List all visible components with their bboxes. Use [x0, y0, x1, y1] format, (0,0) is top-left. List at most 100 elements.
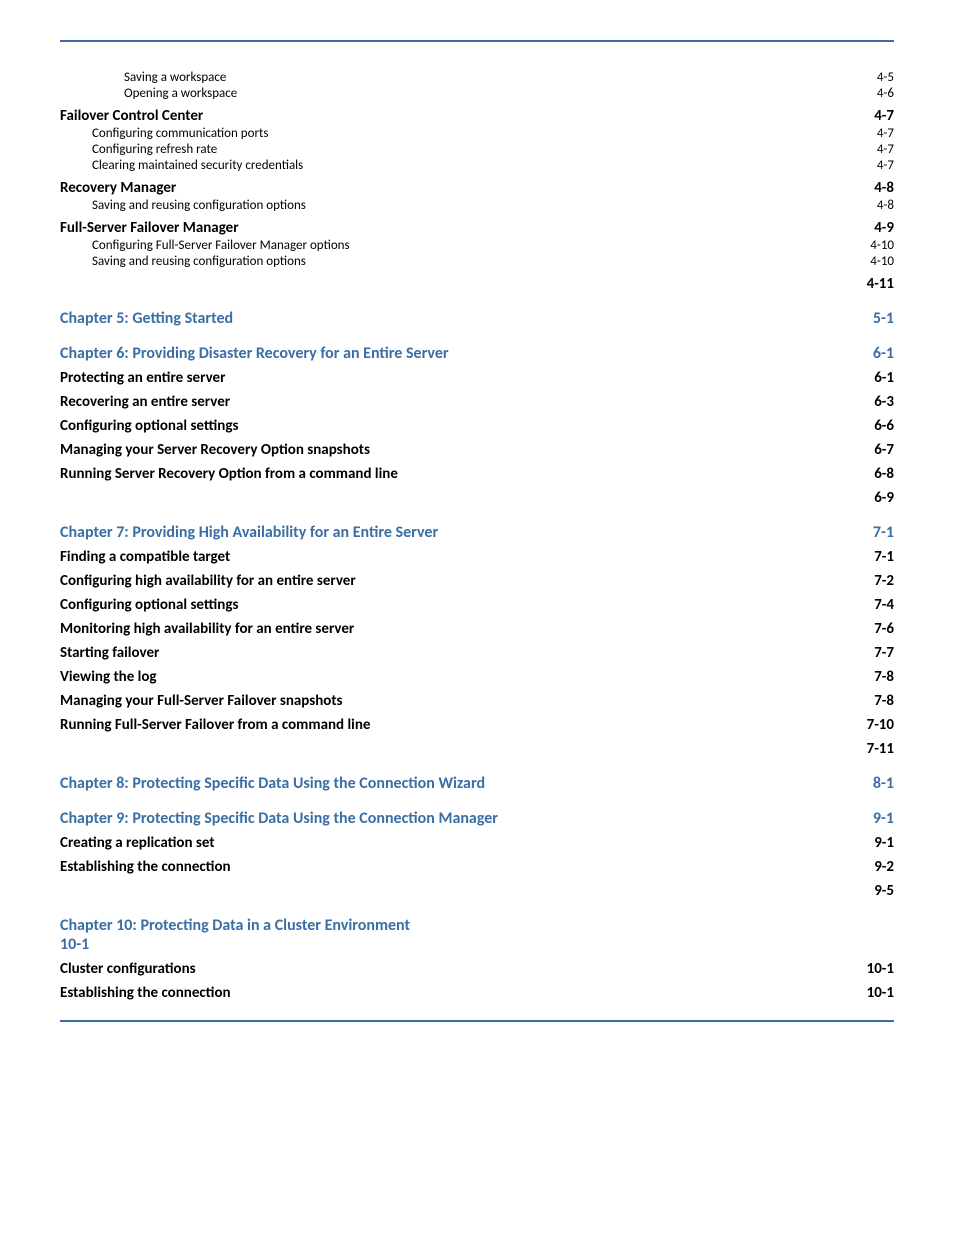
toc-page: 4-6: [877, 86, 894, 101]
toc-page: 6-1: [874, 369, 894, 387]
toc-label: Clearing maintained security credentials: [92, 158, 303, 173]
toc-label: Full-Server Failover Manager: [60, 219, 239, 237]
toc-label: Saving and reusing configuration options: [92, 254, 306, 269]
toc-entry-section[interactable]: Recovering an entire server 6-3: [60, 393, 894, 411]
toc-entry-sub1[interactable]: Configuring communication ports 4-7: [60, 126, 894, 141]
toc-entry-section[interactable]: Configuring optional settings6-6: [60, 417, 894, 435]
toc-page: 9-2: [874, 858, 894, 876]
toc-page: 7-1: [874, 548, 894, 566]
toc-label: Chapter 8: Protecting Specific Data Usin…: [60, 774, 485, 793]
toc-entry-sub1[interactable]: Configuring Full-Server Failover Manager…: [60, 238, 894, 253]
toc-entry-section[interactable]: Starting failover 7-7: [60, 644, 894, 662]
toc-page: 5-1: [873, 309, 894, 328]
toc-entry-section[interactable]: Managing your Full-Server Failover snaps…: [60, 692, 894, 710]
toc-label: Configuring refresh rate: [92, 142, 217, 157]
toc-page: 4-10: [870, 238, 894, 253]
toc-page: 9-1: [874, 834, 894, 852]
toc-entry-section[interactable]: Configuring optional settings7-4: [60, 596, 894, 614]
toc-entry-chapter[interactable]: Chapter 9: Protecting Specific Data Usin…: [60, 809, 894, 828]
toc-page: 4-5: [877, 70, 894, 85]
toc-entry-section[interactable]: Protecting an entire server 6-1: [60, 369, 894, 387]
toc-entry-sub2[interactable]: Saving a workspace 4-5: [60, 70, 894, 85]
toc-page: 7-11: [867, 740, 894, 758]
toc-label: Managing your Server Recovery Option sna…: [60, 441, 370, 459]
toc-entry-section[interactable]: Establishing the connection 9-2: [60, 858, 894, 876]
toc-entry-section[interactable]: Recovery Manager4-8: [60, 179, 894, 197]
toc-entry-section[interactable]: Full-Server Failover Manager 4-9: [60, 219, 894, 237]
toc-label: Establishing the connection: [60, 984, 231, 1002]
toc-entry-section[interactable]: 6-9: [60, 489, 894, 507]
toc-label: Chapter 10: Protecting Data in a Cluster…: [60, 916, 410, 935]
toc-entry-section[interactable]: Running Full-Server Failover from a comm…: [60, 716, 894, 734]
toc-page: 4-11: [867, 275, 894, 293]
toc-page: 7-8: [874, 668, 894, 686]
toc-entry-section[interactable]: Failover Control Center 4-7: [60, 107, 894, 125]
table-of-contents: Saving a workspace4-5Opening a workspace…: [60, 70, 894, 1002]
toc-page: 4-7: [877, 126, 894, 141]
toc-page: 6-9: [874, 489, 894, 507]
toc-label: Chapter 9: Protecting Specific Data Usin…: [60, 809, 498, 828]
toc-label: Chapter 5: Getting Started: [60, 309, 233, 328]
toc-entry-section[interactable]: 4-11: [60, 275, 894, 293]
toc-entry-section[interactable]: 7-11: [60, 740, 894, 758]
toc-page: 6-7: [874, 441, 894, 459]
toc-page: 10-1: [867, 984, 894, 1002]
toc-entry-section[interactable]: Configuring high availability for an ent…: [60, 572, 894, 590]
toc-page: 7-6: [874, 620, 894, 638]
toc-entry-chapter[interactable]: Chapter 10: Protecting Data in a Cluster…: [60, 916, 894, 935]
toc-page: 4-10: [870, 254, 894, 269]
toc-entry-chapter[interactable]: Chapter 7: Providing High Availability f…: [60, 523, 894, 542]
toc-page-wrapped: 10-1: [60, 935, 894, 954]
toc-label: Recovering an entire server: [60, 393, 230, 411]
toc-entry-section[interactable]: Managing your Server Recovery Option sna…: [60, 441, 894, 459]
top-rule: [60, 40, 894, 42]
toc-label: Chapter 6: Providing Disaster Recovery f…: [60, 344, 449, 363]
toc-label: Failover Control Center: [60, 107, 203, 125]
toc-entry-section[interactable]: Establishing the connection 10-1: [60, 984, 894, 1002]
toc-label: Protecting an entire server: [60, 369, 225, 387]
toc-label: Starting failover: [60, 644, 159, 662]
toc-entry-sub1[interactable]: Saving and reusing configuration options…: [60, 198, 894, 213]
toc-entry-section[interactable]: Viewing the log 7-8: [60, 668, 894, 686]
toc-entry-chapter[interactable]: Chapter 8: Protecting Specific Data Usin…: [60, 774, 894, 793]
toc-entry-chapter[interactable]: Chapter 5: Getting Started 5-1: [60, 309, 894, 328]
toc-entry-sub1[interactable]: Configuring refresh rate 4-7: [60, 142, 894, 157]
toc-page: 4-9: [874, 219, 894, 237]
toc-page: 7-10: [867, 716, 894, 734]
toc-label: Managing your Full-Server Failover snaps…: [60, 692, 343, 710]
toc-page: 7-8: [874, 692, 894, 710]
toc-entry-sub1[interactable]: Saving and reusing configuration options…: [60, 254, 894, 269]
toc-entry-section[interactable]: Monitoring high availability for an enti…: [60, 620, 894, 638]
toc-label: Monitoring high availability for an enti…: [60, 620, 354, 638]
toc-entry-section[interactable]: Running Server Recovery Option from a co…: [60, 465, 894, 483]
toc-page: 4-7: [877, 142, 894, 157]
toc-label: Recovery Manager: [60, 179, 176, 197]
toc-label: Configuring communication ports: [92, 126, 268, 141]
toc-page: 4-7: [877, 158, 894, 173]
toc-label: Running Full-Server Failover from a comm…: [60, 716, 370, 734]
toc-entry-sub2[interactable]: Opening a workspace 4-6: [60, 86, 894, 101]
toc-entry-section[interactable]: Creating a replication set9-1: [60, 834, 894, 852]
toc-entry-section[interactable]: 9-5: [60, 882, 894, 900]
toc-page: 4-8: [877, 198, 894, 213]
toc-entry-chapter[interactable]: Chapter 6: Providing Disaster Recovery f…: [60, 344, 894, 363]
toc-page: 4-7: [874, 107, 894, 125]
toc-page: 6-3: [874, 393, 894, 411]
toc-label: Viewing the log: [60, 668, 157, 686]
toc-label: Saving a workspace: [124, 70, 226, 85]
toc-page: 7-7: [874, 644, 894, 662]
toc-label: Opening a workspace: [124, 86, 237, 101]
toc-page: 9-1: [873, 809, 894, 828]
toc-label: Cluster configurations: [60, 960, 196, 978]
toc-entry-section[interactable]: Finding a compatible target7-1: [60, 548, 894, 566]
bottom-rule: [60, 1020, 894, 1022]
toc-label: Configuring optional settings: [60, 417, 238, 435]
toc-label: Running Server Recovery Option from a co…: [60, 465, 398, 483]
toc-page: 10-1: [867, 960, 894, 978]
toc-entry-sub1[interactable]: Clearing maintained security credentials…: [60, 158, 894, 173]
toc-page: 6-1: [873, 344, 894, 363]
toc-label: Configuring high availability for an ent…: [60, 572, 356, 590]
toc-label: Saving and reusing configuration options: [92, 198, 306, 213]
toc-label: Establishing the connection: [60, 858, 231, 876]
toc-entry-section[interactable]: Cluster configurations 10-1: [60, 960, 894, 978]
